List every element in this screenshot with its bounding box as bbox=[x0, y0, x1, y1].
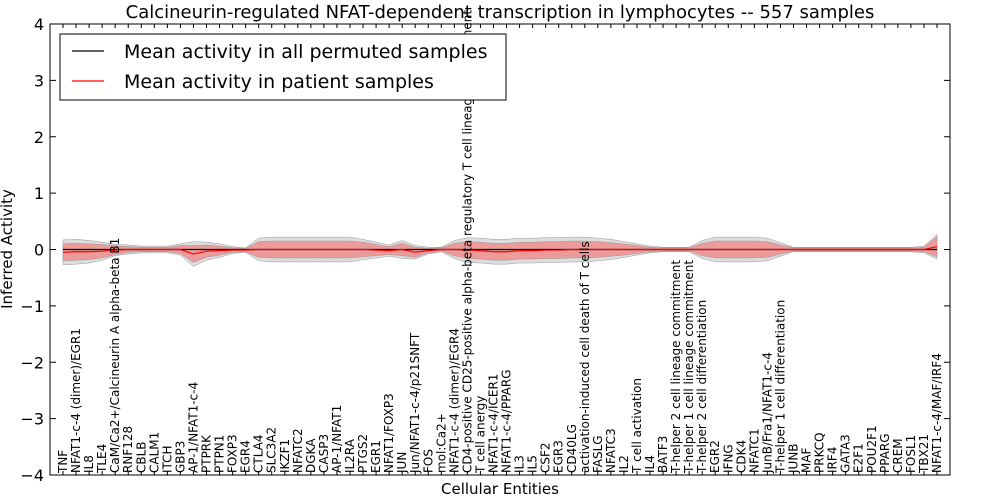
chart-title: Calcineurin-regulated NFAT-dependent tra… bbox=[126, 2, 875, 23]
entity-label: CD4-positive CD25-positive alpha-beta re… bbox=[460, 10, 474, 473]
y-tick-label: 4 bbox=[34, 15, 44, 34]
entity-label: T cell activation bbox=[630, 378, 644, 474]
entity-label: CDK4 bbox=[734, 440, 748, 473]
entity-label: Jun/NFAT1-c-4/p21SNFT bbox=[408, 332, 422, 474]
entity-label: T cell anergy bbox=[473, 396, 487, 474]
entity-label: DGKA bbox=[304, 438, 318, 473]
entity-label: PPARG bbox=[878, 433, 892, 473]
entity-label: T-helper 2 cell lineage commitment bbox=[669, 260, 683, 474]
y-axis-ticks: −4 −3 −2 −1 0 1 2 3 4 bbox=[20, 15, 950, 485]
entity-label: JUN bbox=[395, 452, 409, 474]
entity-label: IRF4 bbox=[826, 447, 840, 473]
entity-label: EGR4 bbox=[239, 440, 253, 473]
series-lines bbox=[62, 246, 938, 255]
y-tick-label: 1 bbox=[34, 184, 44, 203]
entity-label: MAF bbox=[800, 447, 814, 473]
entity-label: FOSL1 bbox=[904, 435, 918, 473]
entity-label: mol:Ca2+ bbox=[434, 413, 448, 473]
entity-label: PRKCQ bbox=[813, 432, 827, 473]
entity-label: CALM1 bbox=[147, 432, 161, 473]
entity-label: NFATC2 bbox=[291, 428, 305, 473]
y-axis-label: Inferred Activity bbox=[0, 189, 16, 309]
entity-label: IL3 bbox=[513, 455, 527, 473]
entity-label: NFAT1-c-4/ICER1 bbox=[486, 374, 500, 473]
x-axis-label: Cellular Entities bbox=[441, 480, 559, 498]
entity-label: NFAT1/FOXP3 bbox=[382, 393, 396, 473]
entity-label: T-helper 1 cell lineage commitment bbox=[682, 260, 696, 474]
entity-label: FOXP3 bbox=[226, 434, 240, 473]
entity-label: BATF3 bbox=[656, 436, 670, 473]
entity-label: NFATC3 bbox=[604, 428, 618, 473]
entity-label: CD40LG bbox=[565, 424, 579, 473]
series-line-patient bbox=[62, 246, 938, 255]
x-axis-ticks bbox=[62, 24, 938, 475]
entity-label: NFAT1-c-4/PPARG bbox=[500, 369, 514, 473]
entity-label: RNF128 bbox=[121, 426, 135, 473]
legend-label: Mean activity in all permuted samples bbox=[124, 41, 487, 63]
entity-label: ITCH bbox=[160, 445, 174, 473]
legend: Mean activity in all permuted samples Mea… bbox=[59, 33, 507, 101]
entity-label: IL4 bbox=[643, 455, 657, 473]
entity-label: EGR1 bbox=[369, 440, 383, 473]
entity-label: JUNB bbox=[787, 443, 801, 474]
legend-box bbox=[59, 33, 507, 101]
entity-label: NFAT1-c-4 (dimer)/EGR4 bbox=[447, 328, 461, 473]
entity-label: CSF2 bbox=[539, 442, 553, 473]
entity-label: IL5 bbox=[526, 455, 540, 473]
entity-label: TNF bbox=[56, 450, 70, 474]
entity-label: CaM/Ca2+/Calcineurin A alpha-beta B1 bbox=[108, 238, 122, 473]
entity-label: NFAT1-c-4/MAF/IRF4 bbox=[930, 353, 944, 473]
entity-label: CASP3 bbox=[317, 434, 331, 473]
entity-label: IL2 bbox=[617, 455, 631, 473]
entity-label: IKZF1 bbox=[278, 439, 292, 473]
entity-label: CREM bbox=[891, 438, 905, 473]
entity-label: AP-1/NFAT1-c-4 bbox=[186, 382, 200, 473]
entity-label: IL2RA bbox=[343, 438, 357, 473]
entity-label: IFNG bbox=[721, 444, 735, 473]
entity-label: IL8 bbox=[82, 455, 96, 473]
y-tick-label: 2 bbox=[34, 128, 44, 147]
entity-label: CBLB bbox=[134, 441, 148, 473]
entity-label: T-helper 1 cell differentiation bbox=[773, 300, 787, 474]
entity-label: activation-induced cell death of T cells bbox=[578, 241, 592, 473]
entity-label: FOS bbox=[421, 449, 435, 473]
entity-label: GATA3 bbox=[839, 434, 853, 473]
y-tick-label: −3 bbox=[20, 410, 44, 429]
y-tick-label: −2 bbox=[20, 353, 44, 372]
entity-label: GBP3 bbox=[173, 441, 187, 473]
entity-labels: TNF NFAT1-c-4 (dimer)/EGR1 IL8 TLE4 CaM/Ca2+… bbox=[56, 10, 944, 474]
y-tick-label: 3 bbox=[34, 71, 44, 90]
entity-label: NFAT1-c-4 (dimer)/EGR1 bbox=[69, 328, 83, 473]
legend-label: Mean activity in patient samples bbox=[124, 71, 434, 93]
entity-label: NFATC1 bbox=[747, 428, 761, 473]
entity-label: SLC3A2 bbox=[265, 427, 279, 473]
entity-label: EGR3 bbox=[552, 440, 566, 473]
entity-label: JunB/Fra1/NFAT1-c-4 bbox=[760, 352, 774, 474]
entity-label: TBX21 bbox=[917, 434, 931, 474]
y-tick-label: −4 bbox=[20, 466, 44, 485]
entity-label: PTPN1 bbox=[213, 435, 227, 473]
y-tick-label: −1 bbox=[20, 297, 44, 316]
entity-label: E2F1 bbox=[852, 443, 866, 473]
entity-label: T-helper 2 cell differentiation bbox=[695, 300, 709, 474]
y-tick-label: 0 bbox=[34, 241, 44, 260]
entity-label: POU2F1 bbox=[865, 425, 879, 473]
entity-label: PTGS2 bbox=[356, 434, 370, 473]
entity-label: CTLA4 bbox=[252, 434, 266, 473]
entity-label: FASLG bbox=[591, 435, 605, 473]
entity-label: TLE4 bbox=[95, 444, 109, 474]
entity-label: PTPRK bbox=[199, 434, 213, 473]
entity-label: AP-1/NFAT1 bbox=[330, 405, 344, 473]
entity-label: EGR2 bbox=[708, 440, 722, 473]
